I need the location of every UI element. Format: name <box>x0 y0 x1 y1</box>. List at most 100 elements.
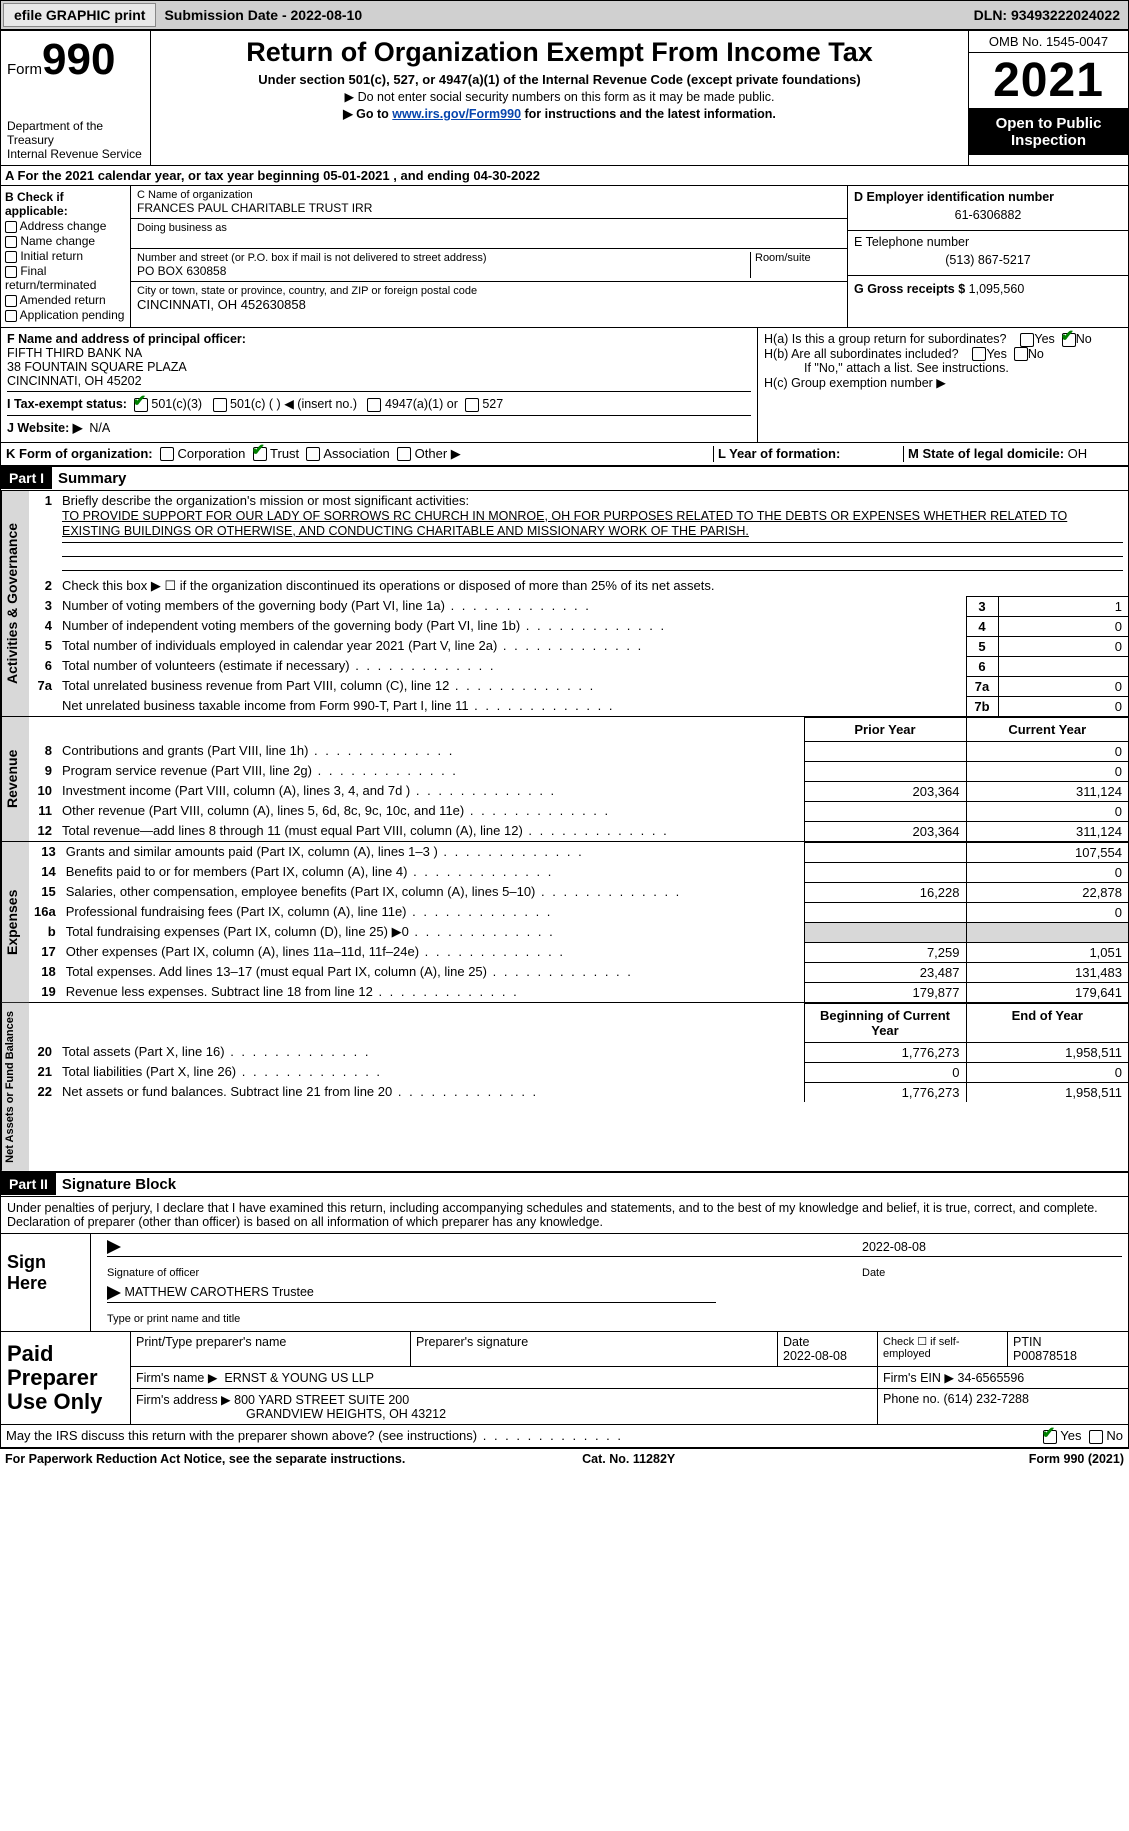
cb-527[interactable] <box>465 398 479 412</box>
addr-label: Number and street (or P.O. box if mail i… <box>137 252 750 264</box>
cb-501c3[interactable] <box>134 398 148 412</box>
officer-name: FIFTH THIRD BANK NA <box>7 346 751 360</box>
cb-4947[interactable] <box>367 398 381 412</box>
gross-receipts: 1,095,560 <box>969 282 1025 296</box>
d-ein-label: D Employer identification number <box>854 190 1054 204</box>
tab-revenue: Revenue <box>1 717 29 841</box>
dba-label: Doing business as <box>137 222 841 234</box>
firm-phone-label: Phone no. <box>883 1392 943 1406</box>
form-header: Form990 Department of the Treasury Inter… <box>1 31 1128 166</box>
org-name: FRANCES PAUL CHARITABLE TRUST IRR <box>137 201 841 215</box>
tax-year: 2021 <box>969 53 1128 109</box>
cb-trust[interactable] <box>253 447 267 461</box>
g-gross-label: G Gross receipts $ <box>854 282 965 296</box>
prep-sig-label: Preparer's signature <box>411 1332 778 1366</box>
discuss-no[interactable] <box>1089 1430 1103 1444</box>
sig-date: 2022-08-08 <box>862 1240 1122 1254</box>
firm-addr-label: Firm's address ▶ <box>136 1393 231 1407</box>
tab-activities: Activities & Governance <box>1 491 29 716</box>
phone-value: (513) 867-5217 <box>854 249 1122 271</box>
dept-irs: Internal Revenue Service <box>7 147 144 161</box>
cb-assoc[interactable] <box>306 447 320 461</box>
form-word: Form <box>7 61 42 78</box>
m-state: M State of legal domicile: OH <box>903 446 1123 462</box>
arrow-icon <box>107 1240 121 1254</box>
tab-net-assets: Net Assets or Fund Balances <box>1 1003 29 1171</box>
cb-address-change[interactable] <box>5 221 17 233</box>
col-b-checkboxes: B Check if applicable: Address change Na… <box>1 186 131 327</box>
firm-addr2: GRANDVIEW HEIGHTS, OH 43212 <box>246 1407 446 1421</box>
cb-name-change[interactable] <box>5 236 17 248</box>
self-employed: Check ☐ if self-employed <box>878 1332 1008 1366</box>
officer-addr2: CINCINNATI, OH 45202 <box>7 374 751 388</box>
ein-value: 61-6306882 <box>854 204 1122 226</box>
prep-name-label: Print/Type preparer's name <box>131 1332 411 1366</box>
line-a: A For the 2021 calendar year, or tax yea… <box>1 166 1128 186</box>
hb-no[interactable] <box>1014 347 1028 361</box>
form-id-footer: Form 990 (2021) <box>1029 1452 1124 1466</box>
c-name-label: C Name of organization <box>137 189 841 201</box>
firm-name-label: Firm's name ▶ <box>136 1371 217 1385</box>
form-container: Form990 Department of the Treasury Inter… <box>0 30 1129 1449</box>
sign-here-label: Sign Here <box>1 1234 91 1331</box>
ppu-label: Paid Preparer Use Only <box>1 1332 131 1425</box>
cb-initial-return[interactable] <box>5 251 17 263</box>
begin-year-hdr: Beginning of Current Year <box>804 1003 966 1042</box>
part1-header: Part ISummary <box>1 466 1128 491</box>
hb-label: H(b) Are all subordinates included? Yes … <box>764 347 1122 362</box>
form-subtitle: Under section 501(c), 527, or 4947(a)(1)… <box>157 72 962 87</box>
perjury-declaration: Under penalties of perjury, I declare th… <box>1 1197 1128 1233</box>
f-officer-label: F Name and address of principal officer: <box>7 332 751 346</box>
current-year-hdr: Current Year <box>966 717 1128 741</box>
hb-note: If "No," attach a list. See instructions… <box>764 361 1122 375</box>
firm-phone: (614) 232-7288 <box>943 1392 1028 1406</box>
l2-text: Check this box ▶ ☐ if the organization d… <box>57 576 1128 596</box>
sig-date-label: Date <box>862 1267 885 1279</box>
cb-corp[interactable] <box>160 447 174 461</box>
firm-addr1: 800 YARD STREET SUITE 200 <box>234 1393 409 1407</box>
signer-name: MATTHEW CAROTHERS Trustee <box>124 1285 313 1299</box>
prior-year-hdr: Prior Year <box>804 717 966 741</box>
hb-yes[interactable] <box>972 347 986 361</box>
city-label: City or town, state or province, country… <box>137 285 841 297</box>
irs-link[interactable]: www.irs.gov/Form990 <box>392 107 521 121</box>
cb-amended[interactable] <box>5 295 17 307</box>
room-label: Room/suite <box>755 252 841 264</box>
prep-date-label: Date <box>783 1335 809 1349</box>
ha-yes[interactable] <box>1020 333 1034 347</box>
dept-treasury: Department of the Treasury <box>7 119 144 147</box>
ha-label: H(a) Is this a group return for subordin… <box>764 332 1122 347</box>
i-label: I Tax-exempt status: <box>7 397 127 411</box>
ha-no[interactable] <box>1062 333 1076 347</box>
dln-label: DLN: 93493222024022 <box>966 4 1128 26</box>
j-website-label: J Website: ▶ <box>7 421 82 435</box>
page-footer: For Paperwork Reduction Act Notice, see … <box>0 1449 1129 1469</box>
hc-label: H(c) Group exemption number ▶ <box>764 375 1122 390</box>
ptin-value: P00878518 <box>1013 1349 1077 1363</box>
top-toolbar: efile GRAPHIC print Submission Date - 20… <box>0 0 1129 30</box>
omb-number: OMB No. 1545-0047 <box>969 31 1128 53</box>
website-value: N/A <box>89 421 110 435</box>
l-year-formation: L Year of formation: <box>713 446 903 462</box>
sig-officer-label: Signature of officer <box>107 1267 199 1279</box>
arrow-icon <box>107 1286 121 1300</box>
efile-button[interactable]: efile GRAPHIC print <box>3 3 156 27</box>
cb-other[interactable] <box>397 447 411 461</box>
cb-app-pending[interactable] <box>5 310 17 322</box>
name-title-label: Type or print name and title <box>107 1313 240 1325</box>
l1-label: Briefly describe the organization's miss… <box>62 493 469 508</box>
prep-date-val: 2022-08-08 <box>783 1349 847 1363</box>
form-note-2: ▶ Go to www.irs.gov/Form990 for instruct… <box>157 106 962 121</box>
org-address: PO BOX 630858 <box>137 264 750 278</box>
mission-text: TO PROVIDE SUPPORT FOR OUR LADY OF SORRO… <box>62 509 1067 538</box>
cat-no: Cat. No. 11282Y <box>582 1452 675 1466</box>
firm-name: ERNST & YOUNG US LLP <box>224 1371 374 1385</box>
submission-label: Submission Date - 2022-08-10 <box>158 4 368 26</box>
discuss-yes[interactable] <box>1043 1430 1057 1444</box>
discuss-question: May the IRS discuss this return with the… <box>6 1428 1043 1444</box>
cb-final-return[interactable] <box>5 266 17 278</box>
part2-header: Part IISignature Block <box>1 1172 1128 1197</box>
cb-501c[interactable] <box>213 398 227 412</box>
end-year-hdr: End of Year <box>966 1003 1128 1042</box>
open-to-public: Open to Public Inspection <box>969 109 1128 155</box>
